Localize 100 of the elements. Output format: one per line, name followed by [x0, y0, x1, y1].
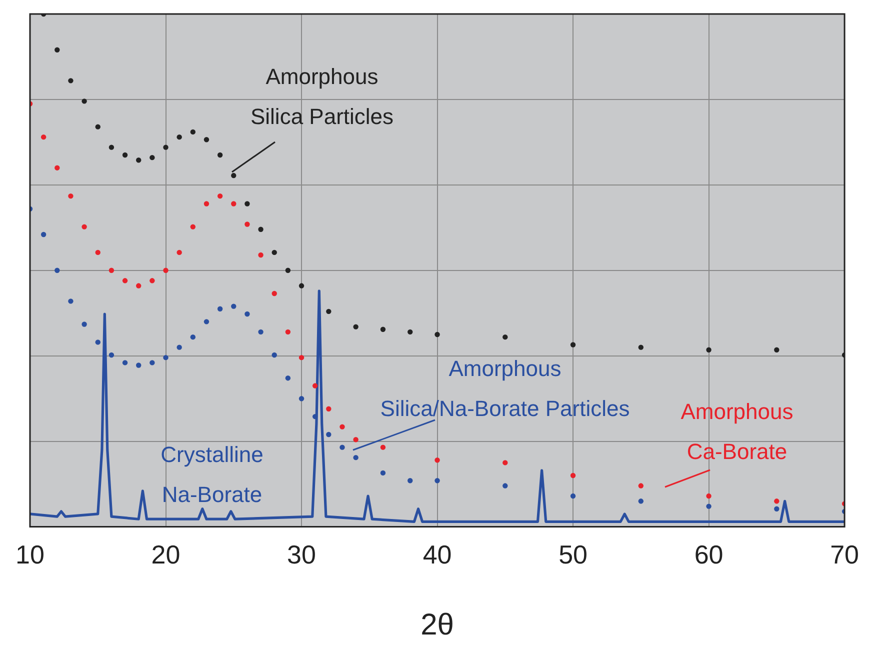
- point: [136, 283, 142, 288]
- point: [244, 311, 250, 317]
- point: [150, 360, 155, 366]
- x-tick-label: 10: [16, 540, 44, 570]
- x-tick-label: 40: [422, 540, 452, 570]
- point: [638, 483, 644, 488]
- point: [353, 454, 358, 460]
- point: [774, 498, 780, 504]
- point: [298, 396, 304, 402]
- point: [204, 319, 210, 324]
- point: [638, 498, 644, 504]
- x-tick-label: 20: [151, 540, 180, 570]
- series-label: Amorphous Silica/Na-Borate Particles: [380, 356, 630, 422]
- point: [340, 424, 345, 430]
- series-label: Amorphous Ca-Borate: [680, 399, 794, 464]
- point: [434, 458, 440, 463]
- point: [774, 506, 780, 512]
- point: [285, 329, 291, 335]
- point: [82, 224, 87, 230]
- point: [502, 483, 508, 488]
- x-tick-label: 70: [830, 540, 859, 570]
- point: [312, 383, 318, 388]
- point: [434, 332, 440, 338]
- x-tick-label: 50: [558, 540, 588, 570]
- point: [380, 470, 386, 476]
- point: [190, 224, 196, 230]
- point: [122, 152, 128, 158]
- point: [231, 172, 236, 178]
- point: [408, 478, 413, 484]
- point: [570, 472, 576, 478]
- point: [190, 334, 196, 340]
- point: [434, 478, 440, 484]
- point: [68, 298, 74, 304]
- point: [54, 268, 60, 273]
- point: [54, 165, 60, 170]
- point: [176, 344, 182, 350]
- point: [774, 347, 780, 352]
- point: [258, 252, 264, 258]
- point: [108, 268, 114, 273]
- point: [272, 250, 277, 256]
- series-label: Crystalline Na-Borate: [160, 442, 264, 508]
- point: [40, 232, 46, 238]
- point: [380, 444, 386, 450]
- point: [285, 268, 291, 273]
- point: [326, 308, 332, 314]
- point: [570, 342, 576, 348]
- point: [122, 278, 128, 284]
- point: [136, 158, 142, 163]
- point: [326, 406, 332, 412]
- point: [40, 134, 46, 140]
- point: [82, 322, 87, 327]
- point: [244, 222, 250, 227]
- point: [163, 268, 168, 273]
- point: [217, 193, 223, 199]
- point: [258, 226, 264, 232]
- point: [150, 154, 155, 160]
- point: [272, 290, 277, 296]
- point: [502, 460, 508, 466]
- point: [353, 324, 358, 330]
- point: [176, 134, 182, 140]
- point: [298, 283, 304, 288]
- point: [312, 414, 318, 420]
- point: [68, 193, 74, 199]
- point: [217, 152, 223, 158]
- point: [68, 78, 74, 84]
- point: [408, 329, 413, 335]
- x-tick-label: 30: [287, 540, 316, 570]
- point: [272, 352, 277, 358]
- point: [163, 354, 168, 360]
- point: [502, 334, 508, 340]
- point: [326, 432, 332, 438]
- point: [204, 137, 210, 142]
- point: [190, 129, 196, 135]
- point: [122, 360, 128, 366]
- point: [95, 124, 100, 130]
- point: [244, 201, 250, 206]
- point: [204, 201, 210, 206]
- point: [150, 278, 155, 284]
- point: [217, 306, 223, 312]
- point: [570, 493, 576, 499]
- point: [380, 326, 386, 332]
- point: [706, 504, 712, 509]
- point: [108, 352, 114, 358]
- point: [95, 250, 100, 256]
- point: [176, 250, 182, 256]
- x-axis-title: 2θ: [420, 608, 454, 642]
- x-tick-label: 60: [694, 540, 724, 570]
- point: [163, 144, 168, 150]
- point: [706, 493, 712, 499]
- point: [340, 444, 345, 450]
- point: [82, 98, 87, 104]
- point: [95, 340, 100, 345]
- point: [706, 347, 712, 352]
- point: [258, 329, 264, 335]
- point: [298, 354, 304, 360]
- point: [285, 375, 291, 381]
- point: [136, 362, 142, 368]
- point: [638, 344, 644, 350]
- point: [231, 201, 236, 206]
- point: [231, 304, 236, 309]
